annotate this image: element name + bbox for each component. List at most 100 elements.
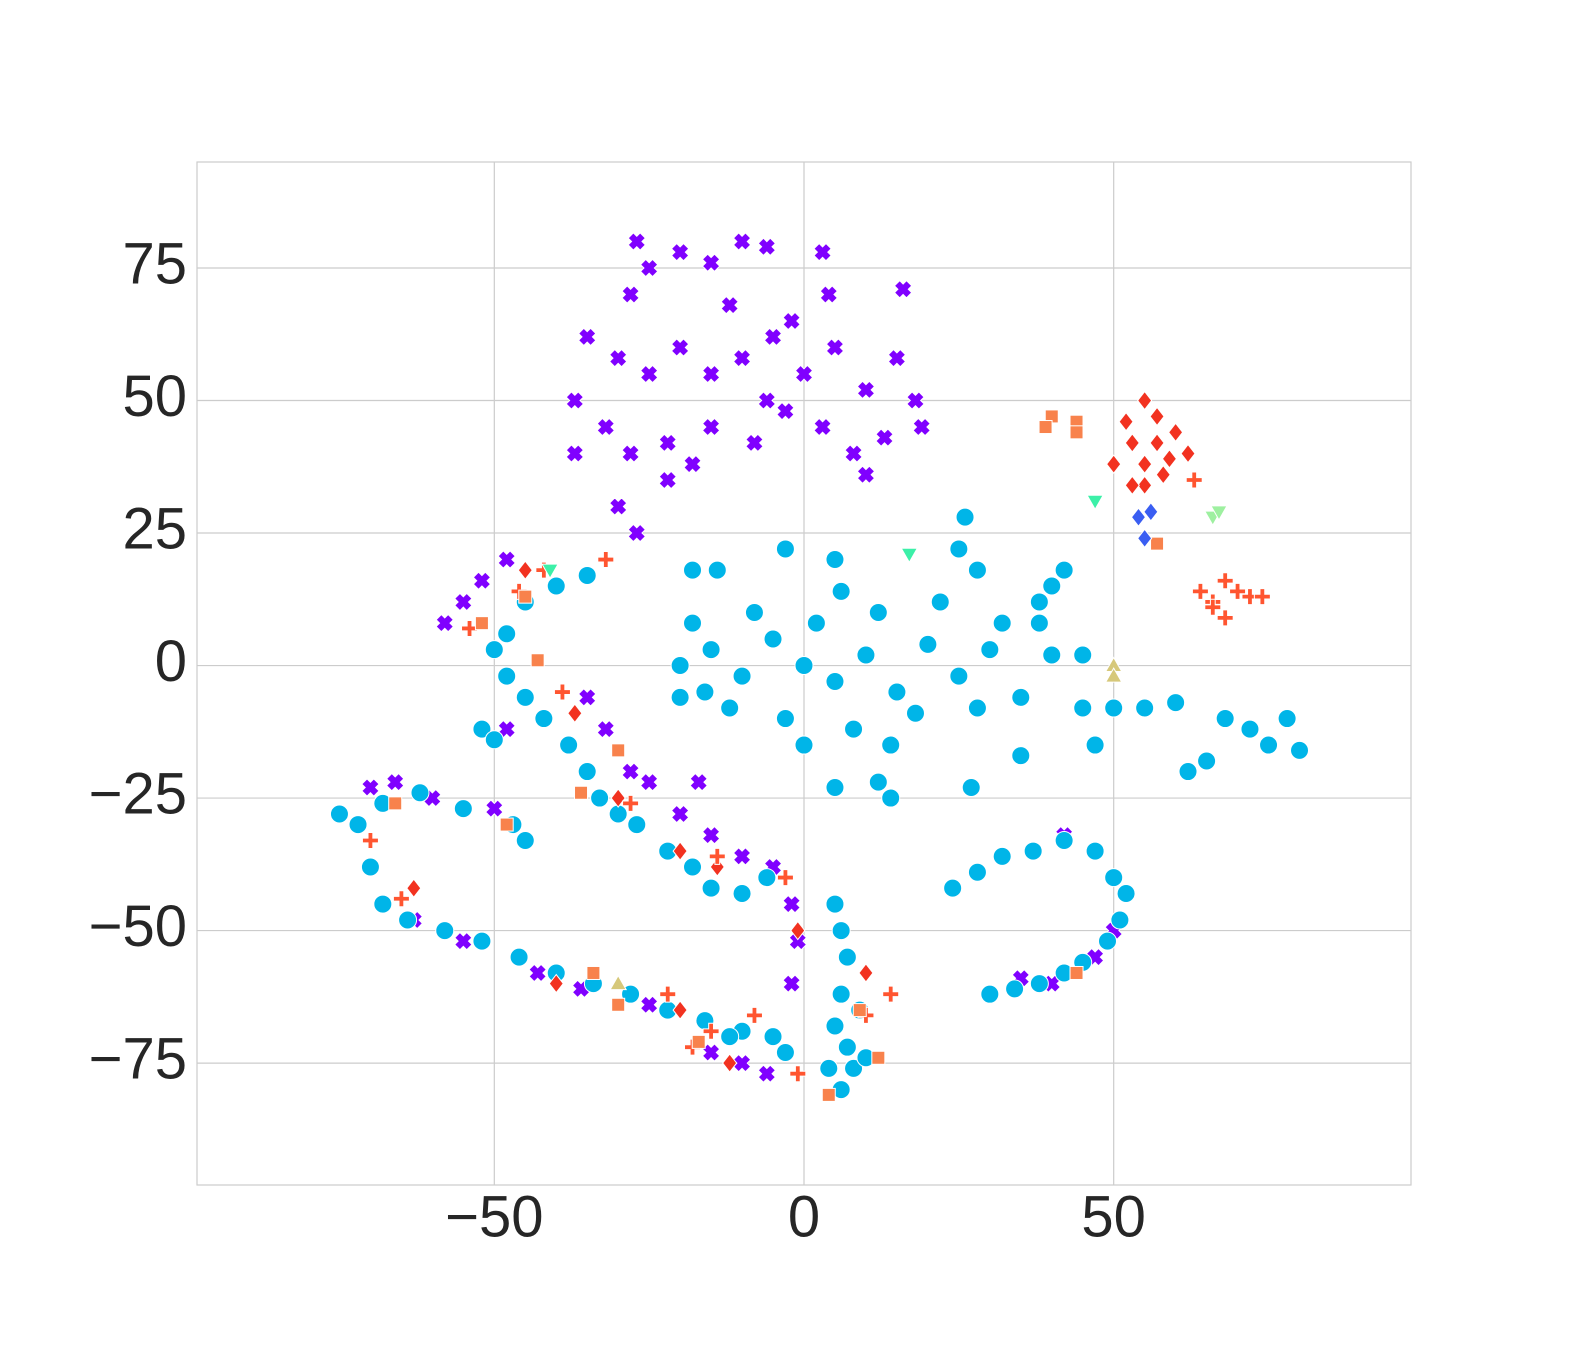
point bbox=[757, 237, 777, 257]
point bbox=[348, 815, 368, 835]
point bbox=[577, 762, 597, 782]
series bbox=[406, 390, 1196, 1073]
point bbox=[819, 1058, 839, 1078]
point bbox=[871, 1050, 886, 1065]
point bbox=[610, 788, 626, 808]
point bbox=[1216, 609, 1234, 627]
point bbox=[373, 894, 393, 914]
point bbox=[831, 581, 851, 601]
y-tick-label: −75 bbox=[89, 1026, 187, 1091]
point bbox=[775, 1042, 795, 1062]
point bbox=[1180, 443, 1196, 464]
point bbox=[825, 550, 845, 570]
point bbox=[596, 417, 616, 437]
point bbox=[1137, 475, 1153, 496]
point bbox=[454, 931, 473, 951]
point bbox=[1240, 719, 1260, 739]
point bbox=[388, 796, 403, 811]
point bbox=[586, 965, 601, 980]
point bbox=[474, 616, 489, 631]
point bbox=[611, 997, 626, 1012]
point bbox=[577, 688, 597, 707]
point bbox=[577, 565, 597, 585]
point bbox=[435, 921, 455, 941]
point bbox=[670, 242, 690, 262]
point bbox=[1135, 698, 1155, 718]
point bbox=[574, 785, 589, 800]
point bbox=[763, 1027, 783, 1047]
point bbox=[385, 772, 405, 792]
point bbox=[1042, 576, 1062, 596]
point bbox=[639, 772, 659, 792]
point bbox=[875, 428, 894, 447]
point bbox=[732, 883, 752, 903]
point bbox=[497, 624, 517, 644]
point bbox=[472, 931, 492, 951]
point bbox=[967, 560, 987, 580]
point bbox=[707, 560, 727, 580]
point bbox=[1155, 464, 1171, 485]
point bbox=[732, 232, 752, 251]
point bbox=[906, 391, 925, 410]
point bbox=[1029, 974, 1049, 994]
point bbox=[893, 279, 913, 299]
series bbox=[361, 471, 1271, 1083]
point bbox=[881, 735, 901, 755]
point bbox=[658, 470, 678, 490]
point bbox=[881, 788, 901, 808]
y-tick-label: 75 bbox=[122, 231, 187, 296]
point bbox=[1210, 505, 1228, 521]
point bbox=[732, 666, 752, 686]
point bbox=[548, 973, 564, 994]
point bbox=[1204, 598, 1222, 616]
point bbox=[639, 995, 659, 1015]
point bbox=[825, 671, 845, 691]
point bbox=[565, 444, 585, 463]
point bbox=[992, 613, 1012, 633]
point bbox=[497, 666, 517, 686]
point bbox=[670, 338, 690, 357]
point bbox=[670, 687, 690, 707]
point bbox=[992, 846, 1012, 866]
point bbox=[789, 1065, 807, 1083]
series bbox=[361, 232, 1136, 1083]
point bbox=[472, 571, 492, 591]
series bbox=[1130, 502, 1159, 549]
point bbox=[611, 743, 626, 758]
point bbox=[596, 719, 616, 739]
point bbox=[831, 984, 851, 1004]
point bbox=[627, 523, 647, 543]
point bbox=[844, 719, 864, 739]
point bbox=[608, 348, 628, 368]
point bbox=[1011, 746, 1031, 766]
point bbox=[518, 589, 533, 604]
point bbox=[837, 947, 857, 967]
point bbox=[852, 1003, 867, 1018]
point bbox=[1137, 390, 1153, 411]
point bbox=[980, 984, 1000, 1004]
point bbox=[825, 777, 845, 797]
point bbox=[701, 878, 721, 898]
point bbox=[720, 295, 739, 315]
point bbox=[1290, 740, 1310, 760]
point bbox=[821, 1087, 836, 1102]
point bbox=[1042, 645, 1062, 665]
point bbox=[905, 703, 925, 723]
point bbox=[1029, 592, 1049, 612]
point bbox=[900, 547, 919, 564]
point bbox=[1054, 560, 1074, 580]
point bbox=[775, 709, 795, 729]
y-tick-label: −25 bbox=[89, 761, 187, 826]
series bbox=[388, 409, 1165, 1102]
point bbox=[454, 592, 473, 612]
point bbox=[361, 778, 380, 797]
point bbox=[794, 656, 814, 676]
point bbox=[701, 640, 721, 660]
point bbox=[949, 666, 969, 686]
point bbox=[844, 1058, 864, 1078]
point bbox=[1216, 572, 1234, 590]
point bbox=[406, 878, 422, 898]
point bbox=[435, 613, 455, 633]
point bbox=[461, 619, 479, 637]
point bbox=[1073, 645, 1093, 665]
